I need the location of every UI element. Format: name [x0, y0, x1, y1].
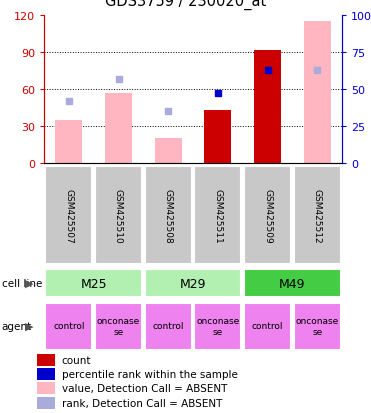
Bar [294, 166, 341, 264]
Bar [194, 303, 241, 350]
Bar [294, 303, 341, 350]
Text: GSM425507: GSM425507 [64, 188, 73, 243]
Text: GSM425510: GSM425510 [114, 188, 123, 243]
Bar [37, 397, 55, 409]
Text: value, Detection Call = ABSENT: value, Detection Call = ABSENT [62, 383, 227, 393]
Text: rank, Detection Call = ABSENT: rank, Detection Call = ABSENT [62, 398, 222, 408]
Text: control: control [53, 322, 85, 331]
Bar [145, 269, 241, 298]
Bar [46, 166, 92, 264]
Text: GSM425512: GSM425512 [313, 188, 322, 243]
Text: ▶: ▶ [25, 278, 33, 288]
Text: cell line: cell line [2, 278, 42, 288]
Text: onconase
se: onconase se [97, 316, 140, 336]
Text: GSM425511: GSM425511 [213, 188, 222, 243]
Text: GDS3759 / 230020_at: GDS3759 / 230020_at [105, 0, 266, 10]
Text: M25: M25 [81, 277, 107, 290]
Text: control: control [152, 322, 184, 331]
Bar [154, 139, 182, 164]
Bar [244, 303, 291, 350]
Text: onconase
se: onconase se [196, 316, 239, 336]
Text: agent: agent [2, 321, 32, 331]
Bar [244, 269, 341, 298]
Bar [145, 303, 191, 350]
Text: ▶: ▶ [25, 321, 33, 331]
Bar [95, 303, 142, 350]
Bar [55, 121, 82, 164]
Text: M29: M29 [180, 277, 206, 290]
Bar [37, 368, 55, 380]
Bar [204, 111, 232, 164]
Text: control: control [252, 322, 283, 331]
Bar [194, 166, 241, 264]
Bar [46, 269, 142, 298]
Bar [95, 166, 142, 264]
Text: GSM425509: GSM425509 [263, 188, 272, 243]
Text: percentile rank within the sample: percentile rank within the sample [62, 369, 237, 379]
Bar [37, 354, 55, 366]
Bar [244, 166, 291, 264]
Bar [46, 303, 92, 350]
Text: count: count [62, 355, 91, 365]
Bar [254, 50, 281, 164]
Bar [37, 382, 55, 394]
Text: onconase
se: onconase se [296, 316, 339, 336]
Text: M49: M49 [279, 277, 306, 290]
Bar [303, 22, 331, 164]
Text: GSM425508: GSM425508 [164, 188, 173, 243]
Bar [105, 93, 132, 164]
Bar [145, 166, 191, 264]
